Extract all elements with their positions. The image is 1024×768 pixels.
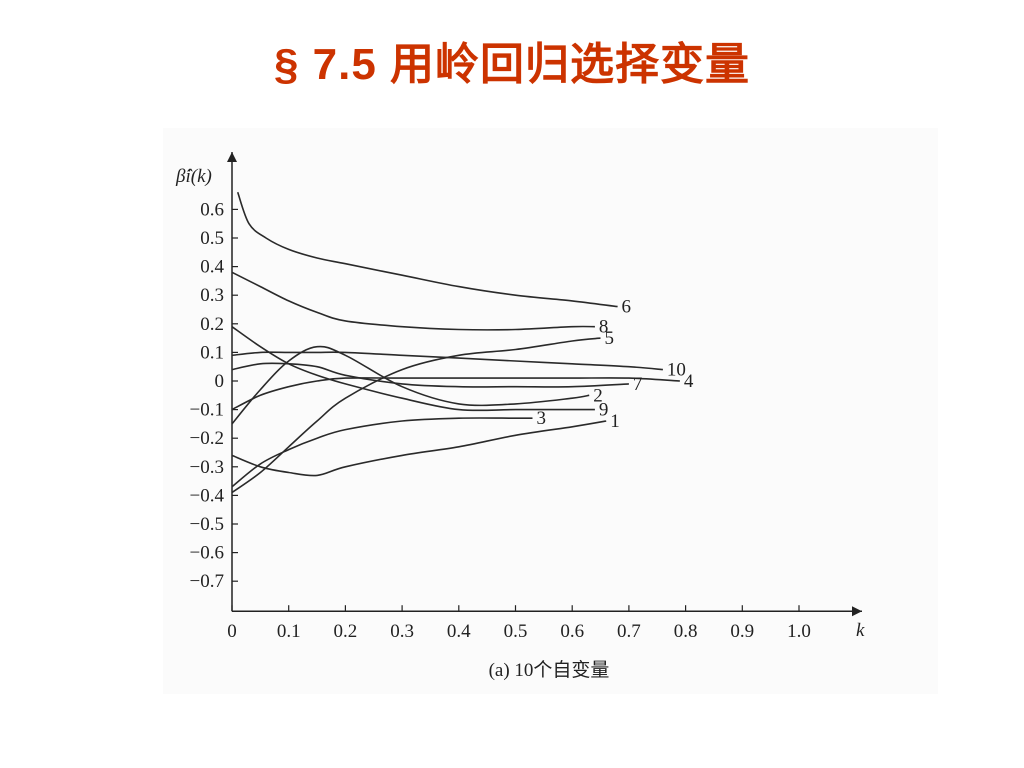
y-axis-label: β̂i(k) — [175, 166, 212, 187]
y-tick-label: 0.2 — [200, 314, 224, 335]
series-labels: 685 104 7 29 3 1 — [537, 297, 694, 432]
y-tick-label: 0.1 — [200, 342, 224, 363]
series-5-line — [231, 337, 601, 494]
series-7-line — [231, 362, 629, 388]
y-tick-label: −0.2 — [190, 428, 224, 449]
x-tick-label: 0.8 — [674, 621, 698, 642]
series-10-label: 10 — [667, 360, 686, 381]
series-1-label: 1 — [610, 411, 620, 432]
y-tick-label: 0 — [215, 371, 225, 392]
y-tick-label: −0.3 — [190, 457, 224, 478]
axes: 0.6 0.5 0.4 0.3 0.2 0.1 0 −0.1 −0.2 −0.3 −0.4 −0.5 −… — [190, 152, 862, 642]
series-5-label: 5 — [605, 328, 615, 349]
x-tick-label: 0.4 — [447, 621, 471, 642]
y-tick-label: −0.7 — [190, 571, 224, 592]
x-tick-label: 0.1 — [277, 621, 301, 642]
series-2-label: 2 — [593, 385, 603, 406]
series-8-line — [231, 271, 595, 331]
chart-caption: (a) 10个自变量 — [489, 659, 610, 681]
slide-title: § 7.5 用岭回归选择变量 — [273, 40, 751, 89]
x-tick-label: 0.3 — [390, 621, 414, 642]
y-tick-label: −0.6 — [190, 543, 224, 564]
y-tick-label: −0.5 — [190, 514, 224, 535]
series-4-line — [231, 377, 680, 411]
x-tick-label: 0.6 — [560, 621, 584, 642]
x-tick-label: 1.0 — [787, 621, 811, 642]
x-tick-label: 0.9 — [730, 621, 754, 642]
series-6-label: 6 — [622, 297, 632, 318]
series-7-label: 7 — [633, 374, 643, 395]
series-2-line — [231, 345, 590, 425]
series-6-line — [236, 191, 618, 308]
series-4-label: 4 — [684, 371, 694, 392]
series-1-line — [231, 420, 607, 477]
y-tick-label: 0.3 — [200, 285, 224, 306]
series-10-line — [231, 351, 663, 371]
curves — [231, 191, 680, 494]
x-tick-label: 0 — [227, 621, 237, 642]
x-tick-label: 0.7 — [617, 621, 641, 642]
x-tick-label: 0.5 — [504, 621, 528, 642]
y-tick-label: 0.4 — [200, 257, 224, 278]
y-tick-label: 0.6 — [200, 199, 224, 220]
series-8-label: 8 — [599, 317, 609, 338]
x-axis-arrow — [852, 606, 862, 617]
series-9-line — [231, 326, 595, 412]
y-axis-arrow — [227, 152, 237, 162]
series-9-label: 9 — [599, 400, 609, 421]
series-3-line — [231, 417, 533, 488]
x-axis-label: k — [856, 620, 865, 641]
figure-panel — [163, 128, 938, 694]
x-tick-label: 0.2 — [334, 621, 358, 642]
y-tick-label: 0.5 — [200, 228, 224, 249]
series-3-label: 3 — [537, 408, 547, 429]
y-tick-label: −0.4 — [190, 485, 225, 506]
y-tick-label: −0.1 — [190, 400, 224, 421]
